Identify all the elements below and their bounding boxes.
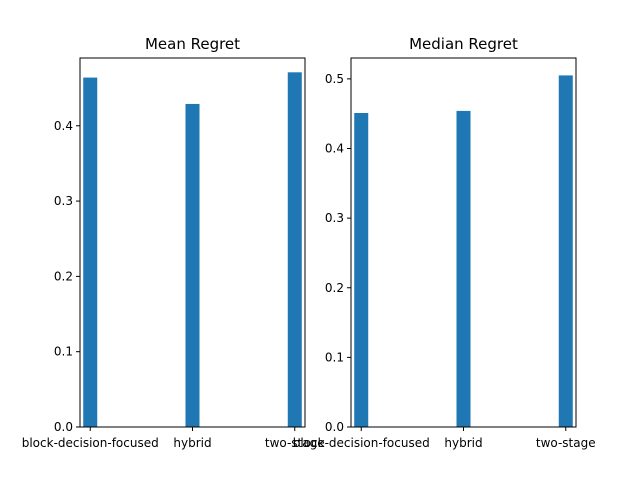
median-regret-y-tick-label: 0.0 — [325, 420, 344, 434]
median-regret-y-axis: 0.0 0.1 0.2 0.3 0.4 0.5 — [325, 72, 351, 434]
median-regret-bar-3 — [558, 75, 573, 427]
mean-regret-bar-2 — [185, 103, 200, 427]
mean-regret-axes-frame — [79, 57, 306, 428]
mean-regret-x-tick-label: hybrid — [173, 436, 211, 450]
median-regret-y-tick-label: 0.1 — [325, 350, 344, 364]
median-regret-title: Median Regret — [409, 35, 518, 53]
mean-regret-y-tick-label: 0.4 — [54, 119, 73, 133]
mean-regret-x-tick-label: block-decision-focused — [22, 436, 159, 450]
mean-regret-bar-3 — [287, 72, 302, 427]
mean-regret-y-tick-label: 0.2 — [54, 269, 73, 283]
mean-regret-chart: Mean Regret 0.0 0.1 0.2 0.3 0.4 block-decisi… — [22, 35, 325, 450]
mean-regret-y-tick-label: 0.0 — [54, 420, 73, 434]
mean-regret-x-axis: block-decision-focused hybrid two-stage — [22, 427, 325, 450]
median-regret-bars — [354, 75, 573, 427]
median-regret-x-tick-label: two-stage — [536, 436, 596, 450]
mean-regret-x-tick-label: two-stage — [265, 436, 325, 450]
median-regret-y-tick-label: 0.2 — [325, 281, 344, 295]
median-regret-x-tick-label: hybrid — [444, 436, 482, 450]
median-regret-y-tick-label: 0.4 — [325, 142, 344, 156]
mean-regret-bars — [83, 72, 302, 427]
mean-regret-y-tick-label: 0.1 — [54, 345, 73, 359]
median-regret-bar-2 — [456, 110, 471, 427]
median-regret-y-tick-label: 0.3 — [325, 211, 344, 225]
median-regret-x-tick-label: block-decision-focused — [293, 436, 430, 450]
mean-regret-y-axis: 0.0 0.1 0.2 0.3 0.4 — [54, 119, 80, 434]
median-regret-y-tick-label: 0.5 — [325, 72, 344, 86]
median-regret-x-axis: block-decision-focused hybrid two-stage — [293, 427, 596, 450]
median-regret-bar-1 — [354, 113, 369, 427]
mean-regret-y-tick-label: 0.3 — [54, 194, 73, 208]
median-regret-axes-frame — [350, 57, 577, 428]
mean-regret-bar-1 — [83, 77, 98, 427]
mean-regret-title: Mean Regret — [145, 35, 240, 53]
median-regret-chart: Median Regret 0.0 0.1 0.2 0.3 0.4 0.5 block-d… — [293, 35, 596, 450]
